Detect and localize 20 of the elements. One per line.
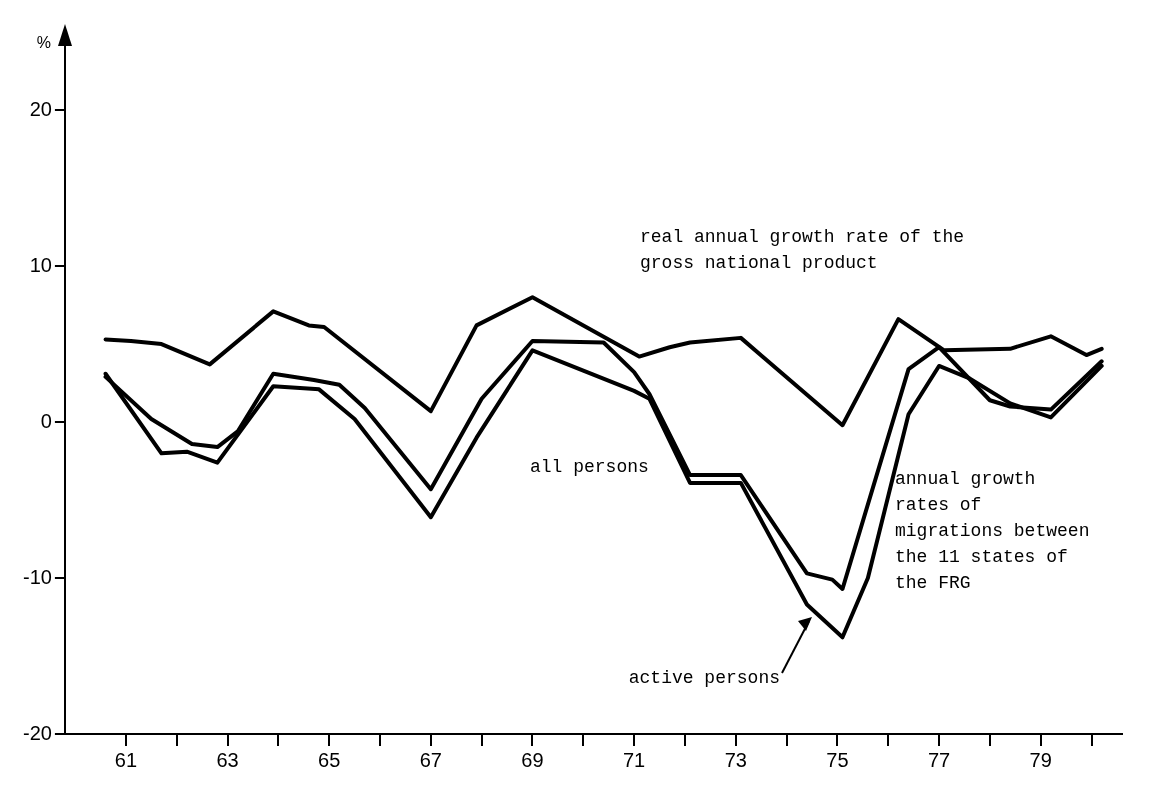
- y-tick-label: 10: [29, 253, 52, 276]
- y-tick-label: -10: [23, 565, 52, 588]
- y-tick-label: 20: [29, 97, 52, 120]
- x-tick-label: 71: [622, 748, 646, 771]
- x-tick-label: 63: [216, 748, 239, 771]
- x-tick-label: 73: [724, 748, 747, 771]
- x-tick-label: 69: [521, 748, 544, 771]
- x-tick-label: 65: [318, 748, 341, 771]
- x-tick-label: 61: [114, 748, 138, 771]
- y-axis-title: %: [36, 34, 51, 52]
- annotation: active persons: [628, 667, 780, 688]
- annotation: all persons: [530, 456, 649, 477]
- y-tick-label: -20: [23, 721, 52, 744]
- x-tick-label: 79: [1029, 748, 1052, 771]
- annotation: annual growth rates of migrations between the 11 states of the FRG: [895, 468, 1090, 593]
- annotation: real annual growth rate of the gross national product: [640, 226, 965, 273]
- x-tick-label: 75: [826, 748, 849, 771]
- x-tick-label: 77: [927, 748, 951, 771]
- x-tick-label: 67: [419, 748, 442, 771]
- y-tick-label: 0: [40, 409, 52, 432]
